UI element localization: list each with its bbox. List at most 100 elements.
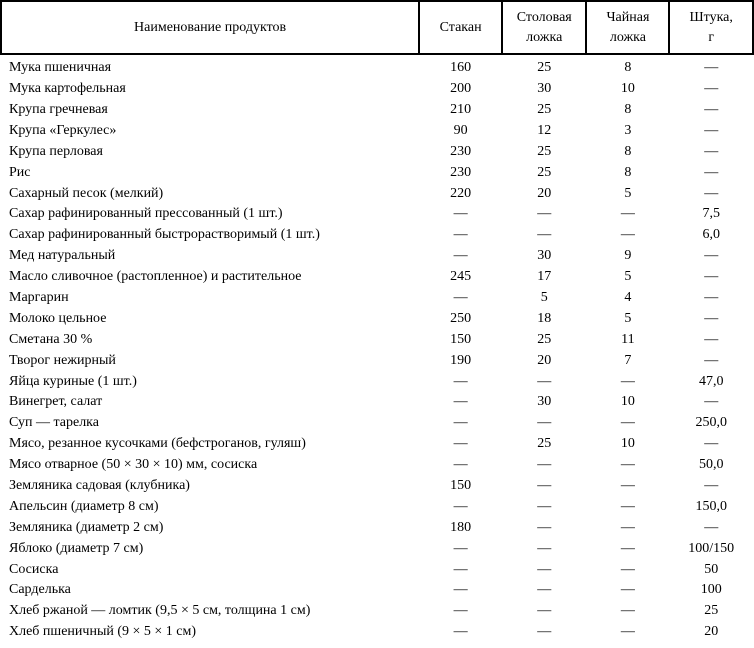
- glass-cell: 210: [419, 100, 502, 121]
- name-cell: Яблоко (диаметр 7 см): [1, 539, 419, 560]
- piece-cell: 50: [669, 560, 753, 581]
- tbsp-cell: 30: [502, 246, 586, 267]
- tbsp-cell: 12: [502, 121, 586, 142]
- tsp-cell: 5: [586, 184, 669, 205]
- name-cell: Крупа перловая: [1, 142, 419, 163]
- tbsp-cell: 30: [502, 79, 586, 100]
- table-row: Мясо отварное (50 × 30 × 10) мм, сосиска…: [1, 455, 753, 476]
- name-cell: Маргарин: [1, 288, 419, 309]
- piece-cell: —: [669, 351, 753, 372]
- glass-cell: —: [419, 288, 502, 309]
- glass-cell: —: [419, 601, 502, 622]
- piece-cell: —: [669, 288, 753, 309]
- glass-cell: 160: [419, 54, 502, 79]
- name-cell: Мука пшеничная: [1, 54, 419, 79]
- glass-cell: 150: [419, 330, 502, 351]
- glass-cell: —: [419, 455, 502, 476]
- col-header-tbsp: Столовая ложка: [502, 1, 586, 54]
- col-header-piece-l2: г: [674, 28, 748, 48]
- name-cell: Сахар рафинированный прессованный (1 шт.…: [1, 204, 419, 225]
- glass-cell: —: [419, 580, 502, 601]
- piece-cell: —: [669, 309, 753, 330]
- piece-cell: 100: [669, 580, 753, 601]
- table-row: Яблоко (диаметр 7 см)———100/150: [1, 539, 753, 560]
- tsp-cell: 5: [586, 309, 669, 330]
- piece-cell: —: [669, 518, 753, 539]
- piece-cell: —: [669, 100, 753, 121]
- name-cell: Земляника (диаметр 2 см): [1, 518, 419, 539]
- tbsp-cell: —: [502, 455, 586, 476]
- tbsp-cell: —: [502, 476, 586, 497]
- tbsp-cell: —: [502, 560, 586, 581]
- tbsp-cell: 30: [502, 392, 586, 413]
- tbsp-cell: 25: [502, 434, 586, 455]
- col-header-tsp: Чайная ложка: [586, 1, 669, 54]
- glass-cell: —: [419, 392, 502, 413]
- table-row: Винегрет, салат—3010—: [1, 392, 753, 413]
- tbsp-cell: 25: [502, 54, 586, 79]
- name-cell: Крупа гречневая: [1, 100, 419, 121]
- piece-cell: —: [669, 79, 753, 100]
- piece-cell: 50,0: [669, 455, 753, 476]
- glass-cell: 230: [419, 142, 502, 163]
- col-header-tbsp-l2: ложка: [507, 28, 581, 48]
- name-cell: Сахар рафинированный быстрорастворимый (…: [1, 225, 419, 246]
- table-row: Хлеб ржаной — ломтик (9,5 × 5 см, толщин…: [1, 601, 753, 622]
- glass-cell: 190: [419, 351, 502, 372]
- table-row: Земляника садовая (клубника)150———: [1, 476, 753, 497]
- tbsp-cell: 20: [502, 351, 586, 372]
- glass-cell: —: [419, 497, 502, 518]
- name-cell: Сарделька: [1, 580, 419, 601]
- tsp-cell: —: [586, 476, 669, 497]
- tsp-cell: —: [586, 372, 669, 393]
- tsp-cell: 10: [586, 434, 669, 455]
- name-cell: Мед натуральный: [1, 246, 419, 267]
- name-cell: Яйца куриные (1 шт.): [1, 372, 419, 393]
- table-row: Сарделька———100: [1, 580, 753, 601]
- glass-cell: —: [419, 413, 502, 434]
- piece-cell: —: [669, 142, 753, 163]
- tsp-cell: 8: [586, 163, 669, 184]
- tbsp-cell: —: [502, 539, 586, 560]
- glass-cell: 150: [419, 476, 502, 497]
- name-cell: Хлеб пшеничный (9 × 5 × 1 см): [1, 622, 419, 643]
- glass-cell: 230: [419, 163, 502, 184]
- tsp-cell: 8: [586, 142, 669, 163]
- table-row: Масло сливочное (растопленное) и растите…: [1, 267, 753, 288]
- tbsp-cell: 17: [502, 267, 586, 288]
- table-row: Суп — тарелка———250,0: [1, 413, 753, 434]
- glass-cell: 90: [419, 121, 502, 142]
- piece-cell: 100/150: [669, 539, 753, 560]
- name-cell: Сосиска: [1, 560, 419, 581]
- table-row: Хлеб пшеничный (9 × 5 × 1 см)———20: [1, 622, 753, 643]
- table-row: Крупа перловая230258—: [1, 142, 753, 163]
- tsp-cell: —: [586, 518, 669, 539]
- tbsp-cell: 25: [502, 142, 586, 163]
- piece-cell: —: [669, 246, 753, 267]
- name-cell: Хлеб ржаной — ломтик (9,5 × 5 см, толщин…: [1, 601, 419, 622]
- col-header-tsp-l2: ложка: [591, 28, 664, 48]
- tsp-cell: 5: [586, 267, 669, 288]
- name-cell: Мука картофельная: [1, 79, 419, 100]
- tbsp-cell: 25: [502, 330, 586, 351]
- name-cell: Творог нежирный: [1, 351, 419, 372]
- tbsp-cell: —: [502, 601, 586, 622]
- table-row: Творог нежирный190207—: [1, 351, 753, 372]
- piece-cell: —: [669, 121, 753, 142]
- glass-cell: 200: [419, 79, 502, 100]
- glass-cell: 180: [419, 518, 502, 539]
- col-header-tsp-l1: Чайная: [591, 8, 664, 28]
- table-row: Сахар рафинированный прессованный (1 шт.…: [1, 204, 753, 225]
- tsp-cell: 10: [586, 79, 669, 100]
- table-row: Апельсин (диаметр 8 см)———150,0: [1, 497, 753, 518]
- tbsp-cell: 20: [502, 184, 586, 205]
- glass-cell: —: [419, 539, 502, 560]
- table-row: Крупа гречневая210258—: [1, 100, 753, 121]
- tsp-cell: —: [586, 204, 669, 225]
- name-cell: Суп — тарелка: [1, 413, 419, 434]
- name-cell: Сахарный песок (мелкий): [1, 184, 419, 205]
- glass-cell: —: [419, 434, 502, 455]
- tbsp-cell: —: [502, 413, 586, 434]
- col-header-piece-l1: Штука,: [674, 8, 748, 28]
- col-header-glass: Стакан: [419, 1, 502, 54]
